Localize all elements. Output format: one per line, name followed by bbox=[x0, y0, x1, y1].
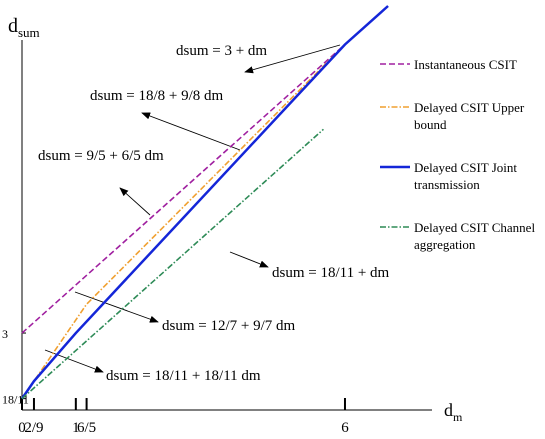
annotation: dsum = 18/8 + 9/8 dm bbox=[90, 88, 224, 104]
x-axis-label: dm bbox=[444, 400, 463, 424]
arrow bbox=[44, 349, 104, 373]
y-axis-label-main: d bbox=[8, 15, 18, 37]
x-tick-label: 6/5 bbox=[77, 420, 96, 436]
legend-swatch bbox=[380, 63, 410, 65]
legend-label: Instantaneous CSIT bbox=[414, 57, 517, 72]
x-tick-label: 1 bbox=[72, 420, 80, 436]
y-tick-label: 18/11 bbox=[2, 393, 29, 407]
annotation-arrows bbox=[44, 44, 341, 373]
annotation: dsum = 12/7 + 9/7 dm bbox=[162, 318, 296, 334]
arrow bbox=[74, 291, 159, 323]
arrow bbox=[229, 251, 269, 268]
legend-swatch bbox=[380, 226, 410, 228]
legend-entry: Delayed CSIT Channel aggregation bbox=[378, 219, 543, 253]
y-axis-label-sub: sum bbox=[18, 25, 40, 40]
y-tick-label: 3 bbox=[2, 327, 8, 341]
arrow bbox=[119, 187, 151, 216]
y-axis-label: dsum bbox=[8, 15, 40, 40]
legend: Instantaneous CSIT Delayed CSIT Upper bou… bbox=[378, 56, 543, 279]
legend-entry: Delayed CSIT Upper bound bbox=[378, 99, 543, 133]
x-tick-label: 2/9 bbox=[24, 420, 43, 436]
legend-label: Delayed CSIT Joint transmission bbox=[414, 160, 518, 192]
legend-entry: Instantaneous CSIT bbox=[378, 56, 543, 73]
legend-entry: Delayed CSIT Joint transmission bbox=[378, 159, 543, 193]
arrow bbox=[141, 112, 241, 151]
series-line bbox=[21, 128, 324, 400]
legend-swatch bbox=[380, 106, 410, 108]
x-axis-label-sub: m bbox=[453, 410, 463, 424]
arrow bbox=[244, 44, 341, 74]
annotation: dsum = 18/11 + 18/11 dm bbox=[106, 368, 261, 384]
legend-label: Delayed CSIT Channel aggregation bbox=[414, 220, 536, 252]
annotation: dsum = 9/5 + 6/5 dm bbox=[38, 148, 164, 164]
annotation: dsum = 18/11 + dm bbox=[272, 265, 390, 281]
annotation: dsum = 3 + dm bbox=[176, 43, 267, 59]
legend-label: Delayed CSIT Upper bound bbox=[414, 100, 525, 132]
legend-swatch bbox=[380, 165, 410, 169]
series-line bbox=[20, 5, 389, 400]
x-tick-label: 0 bbox=[18, 420, 26, 436]
x-axis-label-main: d bbox=[444, 400, 453, 420]
series-line bbox=[21, 43, 346, 334]
x-tick-label: 6 bbox=[341, 420, 349, 436]
